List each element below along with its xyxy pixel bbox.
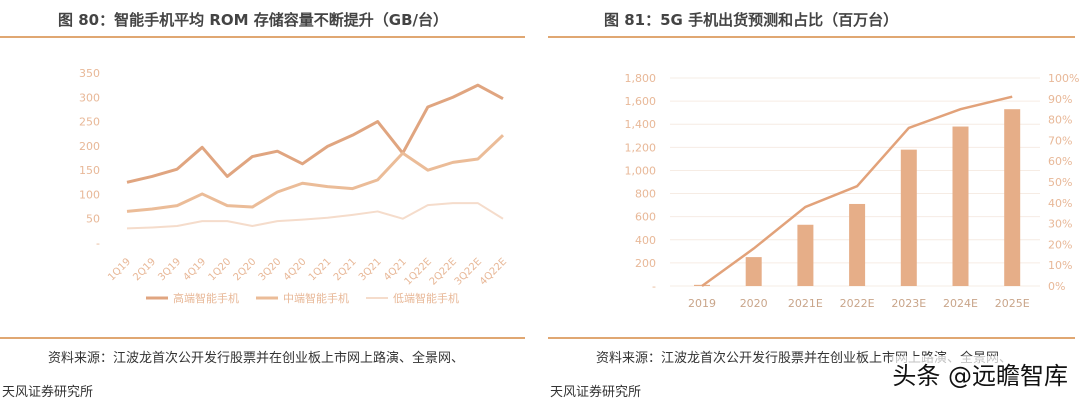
x-tick-label: 1Q19 [106, 256, 133, 283]
x-tick-label: 2021E [788, 297, 823, 310]
y-tick-label: 400 [635, 234, 656, 247]
x-tick-label: 2Q20 [232, 256, 259, 283]
y2-tick-label: 40% [1048, 197, 1072, 210]
series-line-1 [126, 83, 504, 184]
bar [900, 149, 917, 286]
y-tick-label: 300 [79, 91, 100, 104]
right-chart-title: 图 81：5G 手机出货预测和占比（百万台） [604, 11, 899, 29]
y2-tick-label: 70% [1048, 134, 1072, 147]
watermark: 头条 @远瞻智库 [892, 356, 1068, 391]
left-bottom-rule [0, 337, 525, 339]
y-tick-label: 200 [79, 140, 100, 153]
right-source-line2: 天风证券研究所 [550, 385, 642, 400]
bar [1004, 109, 1021, 286]
left-top-rule [0, 36, 525, 38]
y-tick-label: 50 [86, 213, 100, 226]
y-tick-label: 100 [79, 188, 100, 201]
bar [952, 126, 969, 287]
x-tick-label: 2020 [740, 297, 768, 310]
y2-tick-label: 80% [1048, 114, 1072, 127]
left-source-line2: 天风证券研究所 [2, 385, 94, 400]
x-tick-label: 1Q21 [307, 256, 334, 283]
legend-label: 中端智能手机 [283, 291, 349, 305]
x-tick-label: 1Q22E [403, 256, 434, 287]
y2-tick-label: 10% [1048, 259, 1072, 272]
y2-tick-label: 0% [1048, 280, 1065, 293]
series-line-2 [126, 134, 505, 213]
y2-tick-label: 100% [1048, 72, 1079, 85]
left-source-line1: 资料来源：江波龙首次公开发行股票并在创业板上市网上路演、全景网、 [48, 351, 465, 366]
y-tick-label: 1,000 [625, 164, 657, 177]
bar [849, 203, 866, 286]
x-tick-label: 2Q22E [428, 256, 459, 287]
y2-tick-label: 30% [1048, 218, 1072, 231]
series-line-3 [126, 202, 504, 230]
x-tick-label: 3Q22E [453, 256, 484, 287]
y-tick-label: 1,600 [625, 95, 657, 108]
y2-tick-label: 60% [1048, 155, 1072, 168]
y2-tick-label: 20% [1048, 238, 1072, 251]
y-tick-label: 1,200 [625, 141, 657, 154]
x-tick-label: 2025E [995, 297, 1030, 310]
x-tick-label: 3Q19 [156, 256, 183, 283]
x-tick-label: 2Q19 [131, 256, 158, 283]
y-tick-label: 150 [79, 164, 100, 177]
legend-label: 低端智能手机 [393, 291, 459, 305]
x-tick-label: 1Q20 [207, 256, 234, 283]
y-tick-label: 800 [635, 188, 656, 201]
right-top-rule [548, 36, 1075, 38]
x-tick-label: 4Q20 [282, 256, 309, 283]
x-tick-label: 2Q21 [332, 256, 359, 283]
bar [745, 257, 762, 286]
y-tick-label: 350 [79, 67, 100, 80]
y-tick-label: 1,400 [625, 118, 657, 131]
right-bottom-rule [548, 337, 1075, 339]
x-tick-label: 2023E [891, 297, 926, 310]
x-tick-label: 2022E [840, 297, 875, 310]
x-tick-label: 4Q19 [181, 256, 208, 283]
y-tick-label: - [96, 237, 100, 250]
y-tick-label: - [652, 280, 656, 293]
y2-tick-label: 90% [1048, 93, 1072, 106]
x-tick-label: 2019 [688, 297, 716, 310]
x-tick-label: 2024E [943, 297, 978, 310]
x-tick-label: 3Q21 [357, 256, 384, 283]
x-tick-label: 3Q20 [257, 256, 284, 283]
y-tick-label: 200 [635, 257, 656, 270]
bar [797, 224, 814, 286]
left-chart-title: 图 80：智能手机平均 ROM 存储容量不断提升（GB/台） [58, 11, 448, 29]
x-tick-label: 4Q22E [478, 256, 509, 287]
y-tick-label: 600 [635, 211, 656, 224]
legend-label: 高端智能手机 [173, 291, 239, 305]
y-tick-label: 1,800 [625, 72, 657, 85]
y-tick-label: 250 [79, 116, 100, 129]
y2-tick-label: 50% [1048, 176, 1072, 189]
